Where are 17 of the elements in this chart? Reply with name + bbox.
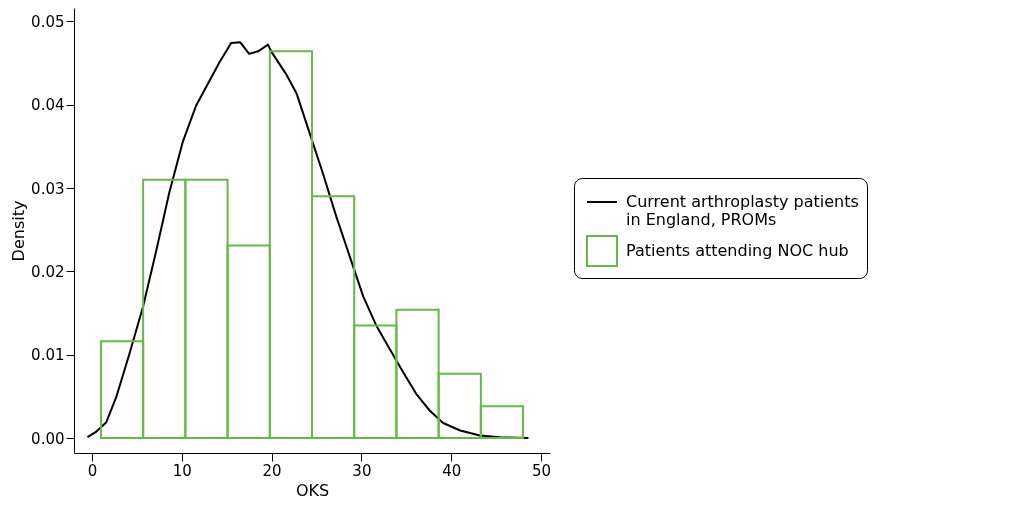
y-tick-label: 0.02 [31,262,65,281]
y-tick-label: 0.05 [31,12,65,31]
y-tick-label: 0.04 [31,96,65,115]
x-tick-label: 10 [172,461,192,480]
x-tick-label: 50 [531,461,552,480]
y-tick-label: 0.03 [31,179,65,198]
x-tick-label: 30 [352,461,372,480]
y-tick-label: 0.01 [31,346,65,365]
x-axis-title: OKS [295,480,330,500]
legend-label: Patients attending NOC hub [626,241,849,260]
x-tick-label: 20 [262,461,282,480]
x-tick-label: 0 [87,461,98,480]
y-axis-title: Density [9,200,29,262]
y-tick-label: 0.00 [31,429,65,448]
legend-label: Current arthroplasty patients in England, PROMs [626,192,859,229]
x-tick-label: 40 [442,461,462,480]
line-series [86,41,530,439]
